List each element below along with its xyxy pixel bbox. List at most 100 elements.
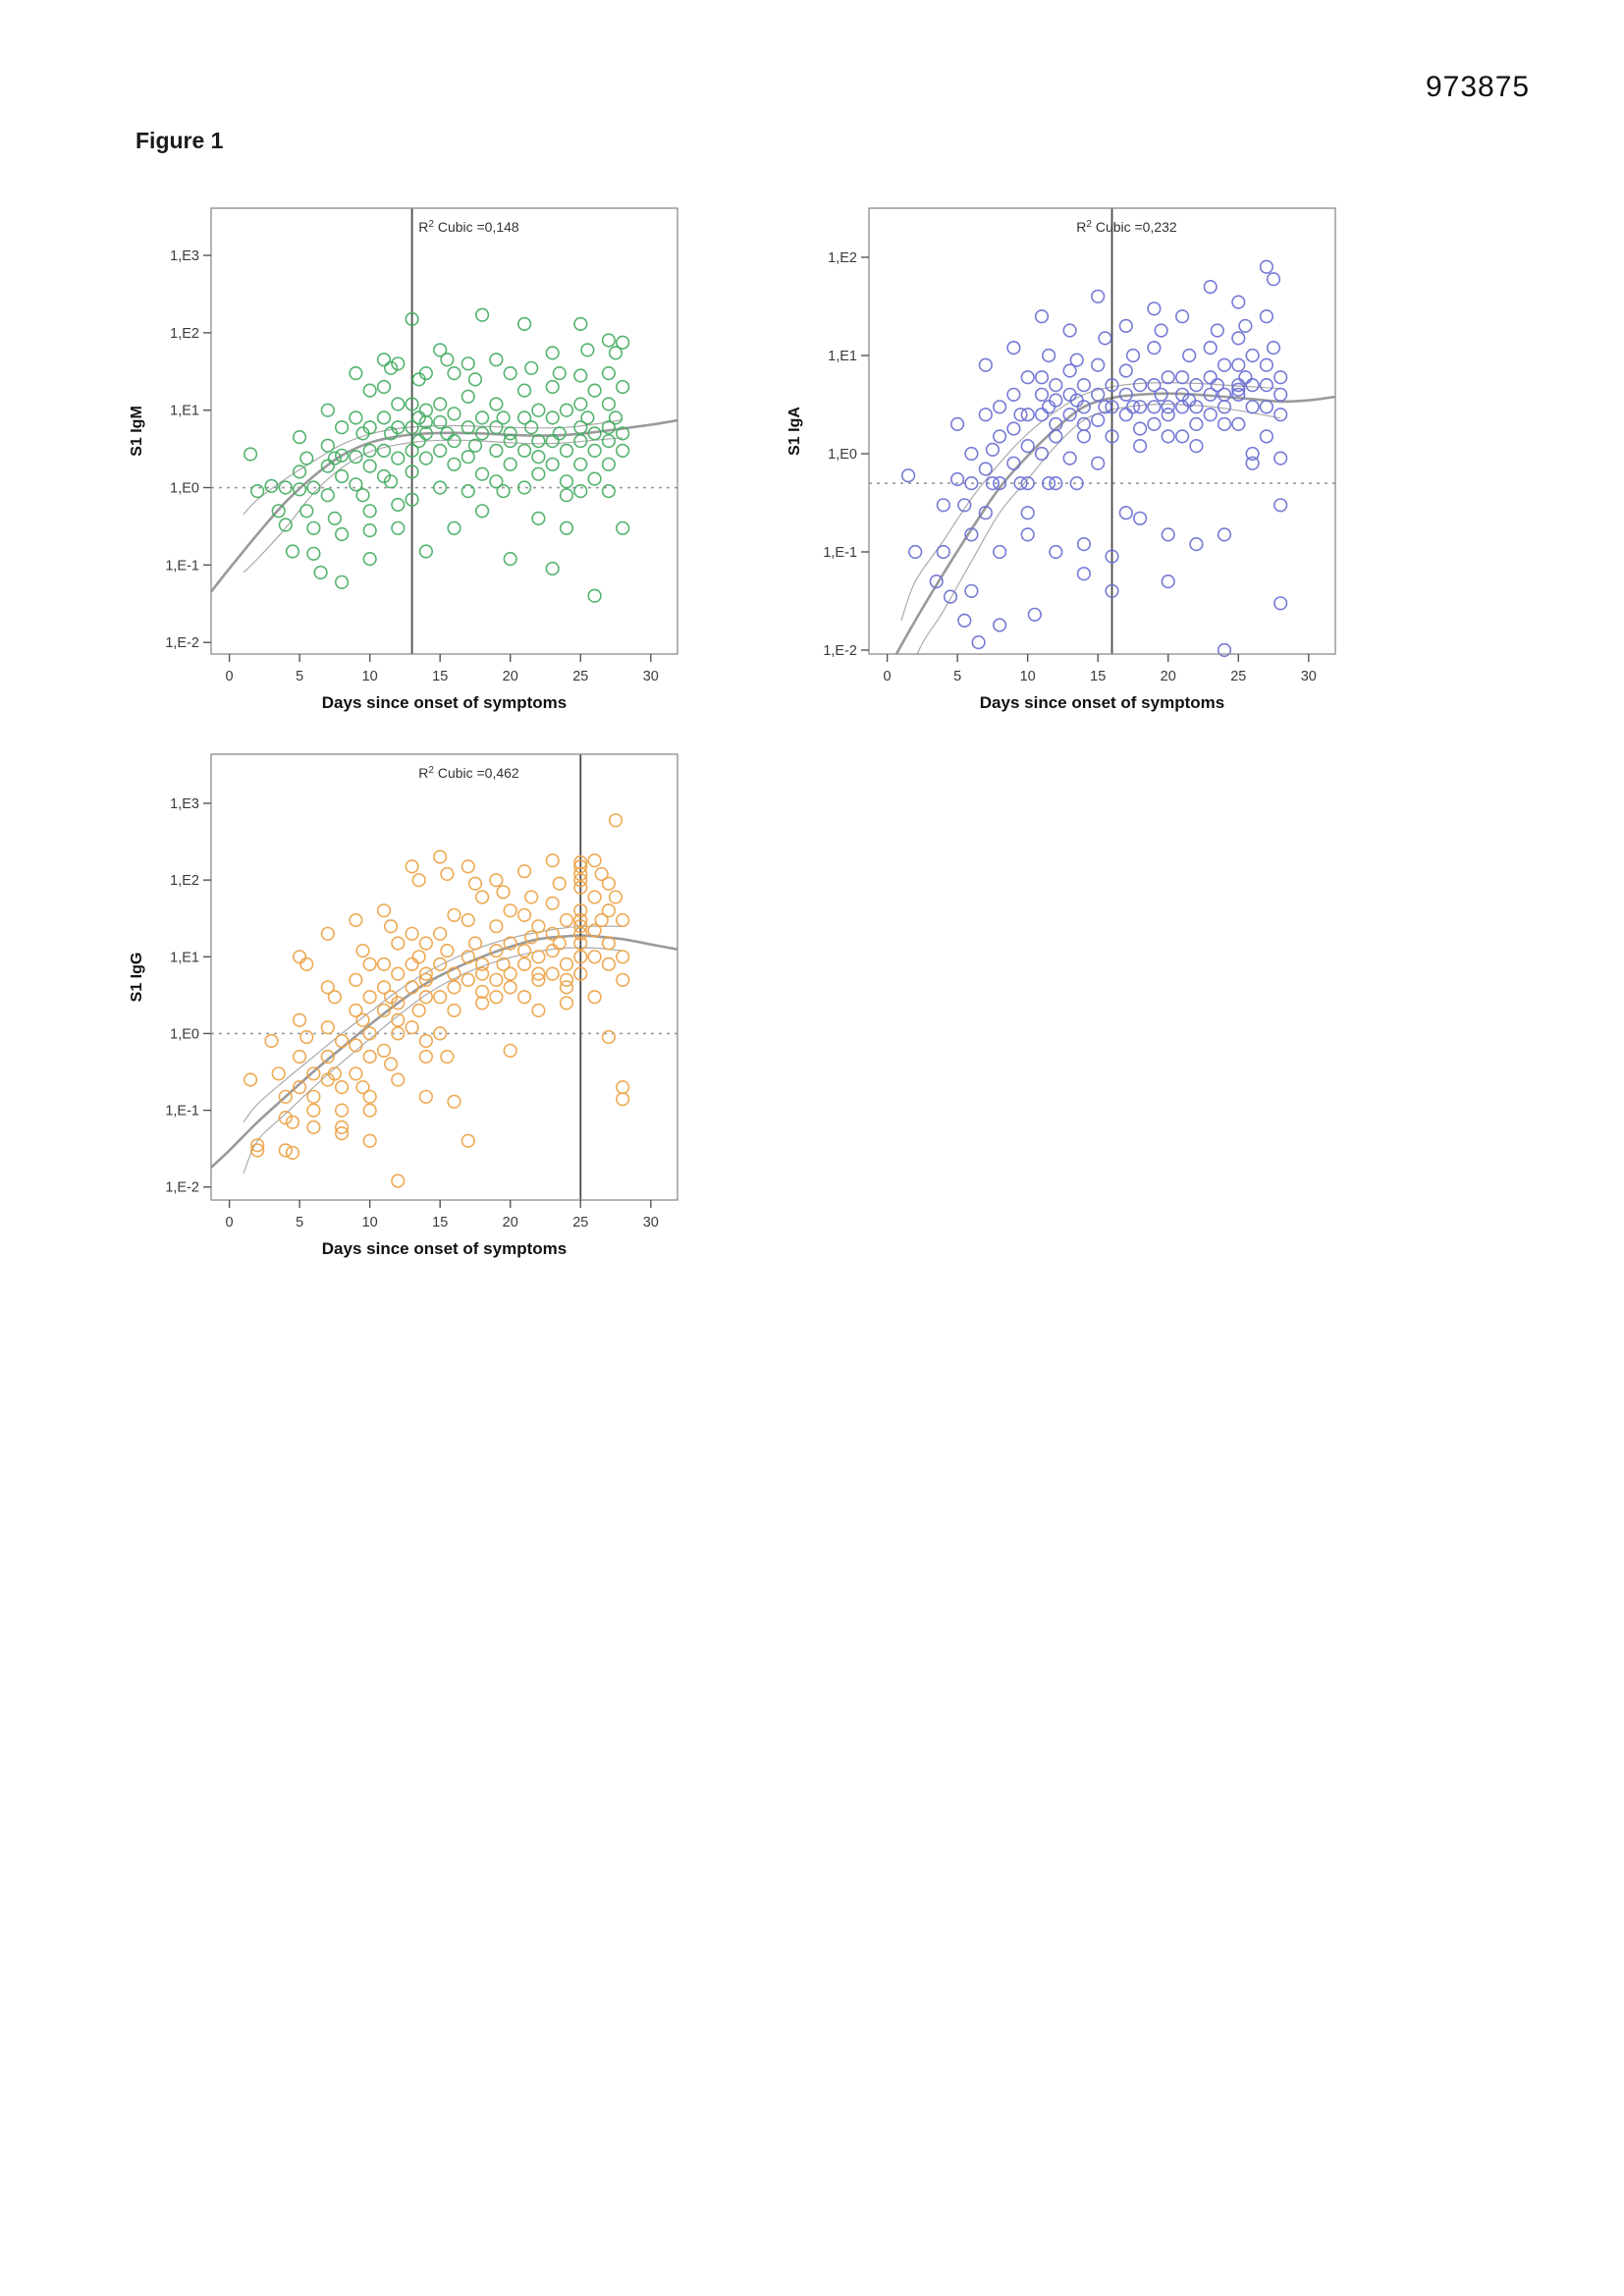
y-tick-label: 1,E3: [170, 248, 199, 264]
data-point: [496, 410, 511, 425]
data-point: [531, 466, 546, 481]
data-point: [418, 1089, 434, 1104]
data-point: [524, 890, 539, 904]
data-point: [467, 372, 483, 387]
data-point: [376, 1043, 392, 1058]
data-point: [411, 410, 426, 425]
data-point: [1062, 323, 1077, 338]
data-point: [503, 1043, 517, 1058]
data-point: [1098, 400, 1112, 414]
data-point: [447, 980, 461, 995]
data-point: [1154, 323, 1168, 338]
data-point: [475, 466, 490, 481]
data-point: [335, 1033, 350, 1049]
data-point: [559, 520, 574, 535]
data-point: [1118, 363, 1133, 378]
data-point: [306, 480, 321, 495]
data-point: [559, 474, 574, 489]
data-point: [320, 926, 335, 941]
data-point: [503, 426, 517, 441]
data-point: [433, 957, 448, 971]
y-tick-label: 1,E1: [828, 349, 857, 364]
data-point: [475, 966, 490, 981]
data-point: [391, 1072, 406, 1087]
data-point: [306, 546, 321, 561]
y-tick-label: 1,E-1: [823, 545, 857, 561]
data-point: [573, 912, 588, 928]
data-point: [993, 544, 1007, 560]
y-tick-label: 1,E0: [170, 481, 199, 497]
data-point: [1175, 370, 1190, 385]
data-point: [250, 1138, 265, 1153]
data-point: [306, 1120, 321, 1135]
data-point: [608, 410, 623, 425]
data-point: [299, 957, 314, 971]
data-point: [1161, 574, 1175, 589]
data-point: [601, 420, 617, 435]
data-point: [475, 307, 490, 322]
data-point: [391, 497, 406, 513]
data-point: [573, 880, 588, 895]
data-point: [460, 450, 475, 465]
data-point: [545, 561, 560, 576]
data-point: [313, 565, 328, 580]
data-point: [524, 360, 539, 375]
data-point: [601, 903, 617, 918]
data-point: [616, 912, 630, 928]
data-point: [1245, 446, 1260, 462]
data-point: [936, 498, 950, 513]
data-point: [384, 360, 399, 375]
data-point: [1105, 429, 1119, 444]
data-point: [391, 397, 406, 411]
data-point: [278, 1111, 293, 1125]
data-point: [1091, 289, 1106, 303]
data-point: [601, 366, 617, 381]
data-point: [349, 477, 363, 492]
data-point: [376, 468, 392, 484]
data-point: [559, 980, 574, 995]
data-point: [594, 866, 609, 882]
data-point: [1175, 429, 1190, 444]
data-point: [362, 420, 377, 435]
data-point: [1259, 378, 1274, 393]
data-point: [1133, 378, 1148, 393]
data-point: [1118, 387, 1133, 402]
data-point: [467, 438, 483, 453]
data-point: [362, 504, 377, 519]
data-point: [1259, 357, 1274, 372]
data-point: [460, 859, 475, 874]
data-point: [573, 950, 588, 964]
x-tick-label: 10: [1020, 669, 1036, 684]
data-point: [1273, 451, 1288, 465]
plot-box: [868, 207, 1336, 655]
data-point: [1118, 318, 1133, 333]
data-point: [1147, 416, 1162, 431]
data-point: [489, 353, 504, 367]
data-point: [517, 907, 532, 922]
data-point: [405, 465, 419, 479]
data-point: [405, 397, 419, 411]
data-point: [327, 511, 342, 526]
data-point: [335, 1080, 350, 1095]
data-point: [1203, 279, 1218, 295]
data-point: [993, 400, 1007, 414]
data-point: [1133, 511, 1148, 525]
y-axis-label: S1 IgA: [786, 407, 803, 456]
data-point: [545, 926, 560, 941]
data-point: [1273, 596, 1288, 611]
data-point: [1259, 429, 1274, 444]
data-point: [1273, 498, 1288, 513]
data-point: [433, 414, 448, 429]
data-point: [1217, 387, 1232, 402]
data-point: [1042, 400, 1056, 414]
data-point: [335, 1126, 350, 1141]
data-point: [1238, 318, 1253, 333]
data-point: [320, 459, 335, 473]
data-point: [320, 1049, 335, 1065]
data-point: [411, 950, 426, 964]
data-point: [271, 504, 286, 519]
data-point: [908, 544, 923, 560]
data-point: [460, 420, 475, 435]
data-point: [1076, 400, 1092, 414]
data-point: [1147, 301, 1162, 316]
